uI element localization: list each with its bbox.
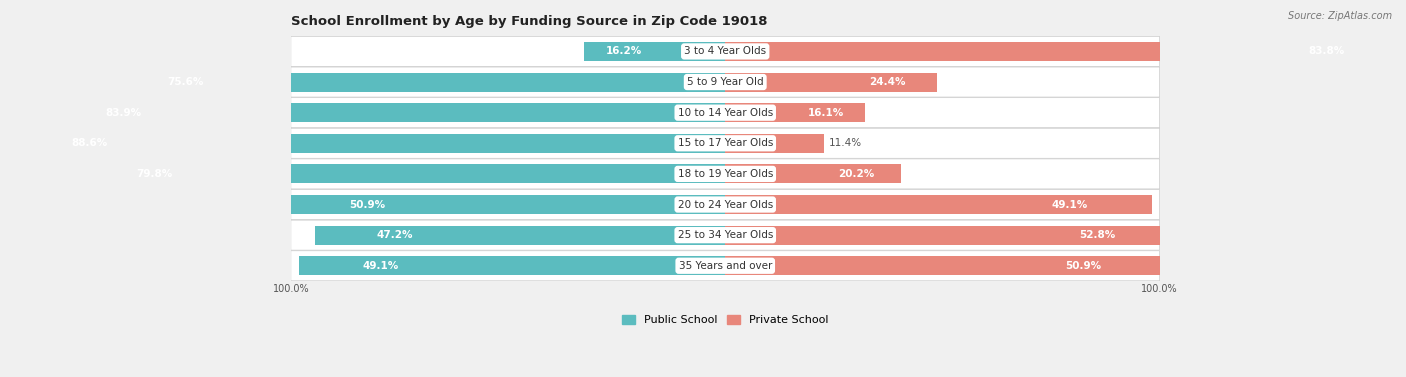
Text: 79.8%: 79.8% [136, 169, 172, 179]
Text: 10 to 14 Year Olds: 10 to 14 Year Olds [678, 108, 773, 118]
Bar [725, 195, 1152, 214]
Bar [69, 72, 725, 92]
Bar [298, 256, 725, 275]
Bar [725, 72, 938, 92]
Text: 75.6%: 75.6% [167, 77, 204, 87]
Text: 11.4%: 11.4% [828, 138, 862, 148]
Text: 18 to 19 Year Olds: 18 to 19 Year Olds [678, 169, 773, 179]
Text: 24.4%: 24.4% [869, 77, 905, 87]
Text: 20 to 24 Year Olds: 20 to 24 Year Olds [678, 199, 773, 210]
Text: 16.2%: 16.2% [606, 46, 641, 57]
Text: 15 to 17 Year Olds: 15 to 17 Year Olds [678, 138, 773, 148]
Text: 83.8%: 83.8% [1308, 46, 1344, 57]
Text: Source: ZipAtlas.com: Source: ZipAtlas.com [1288, 11, 1392, 21]
Bar [725, 226, 1184, 245]
Text: 25 to 34 Year Olds: 25 to 34 Year Olds [678, 230, 773, 240]
FancyBboxPatch shape [291, 128, 1160, 158]
Text: 83.9%: 83.9% [105, 108, 142, 118]
Text: 49.1%: 49.1% [363, 261, 399, 271]
Bar [283, 195, 725, 214]
Bar [725, 103, 865, 122]
Legend: Public School, Private School: Public School, Private School [617, 310, 832, 329]
Text: 5 to 9 Year Old: 5 to 9 Year Old [688, 77, 763, 87]
FancyBboxPatch shape [291, 67, 1160, 97]
Bar [315, 226, 725, 245]
Text: 47.2%: 47.2% [377, 230, 413, 240]
FancyBboxPatch shape [291, 98, 1160, 128]
Bar [0, 103, 725, 122]
Bar [32, 164, 725, 183]
Text: 52.8%: 52.8% [1078, 230, 1115, 240]
Bar [725, 256, 1167, 275]
FancyBboxPatch shape [291, 37, 1160, 66]
FancyBboxPatch shape [291, 159, 1160, 189]
FancyBboxPatch shape [291, 251, 1160, 281]
FancyBboxPatch shape [291, 220, 1160, 250]
Bar [725, 164, 901, 183]
FancyBboxPatch shape [291, 190, 1160, 219]
Text: 16.1%: 16.1% [808, 108, 844, 118]
Text: 50.9%: 50.9% [1064, 261, 1101, 271]
Text: 3 to 4 Year Olds: 3 to 4 Year Olds [685, 46, 766, 57]
Text: 35 Years and over: 35 Years and over [679, 261, 772, 271]
Bar [0, 134, 725, 153]
Text: 50.9%: 50.9% [349, 199, 385, 210]
Bar [585, 42, 725, 61]
Text: 49.1%: 49.1% [1052, 199, 1088, 210]
Bar [725, 42, 1406, 61]
Text: 20.2%: 20.2% [838, 169, 875, 179]
Text: 88.6%: 88.6% [70, 138, 107, 148]
Text: School Enrollment by Age by Funding Source in Zip Code 19018: School Enrollment by Age by Funding Sour… [291, 15, 768, 28]
Bar [725, 134, 824, 153]
